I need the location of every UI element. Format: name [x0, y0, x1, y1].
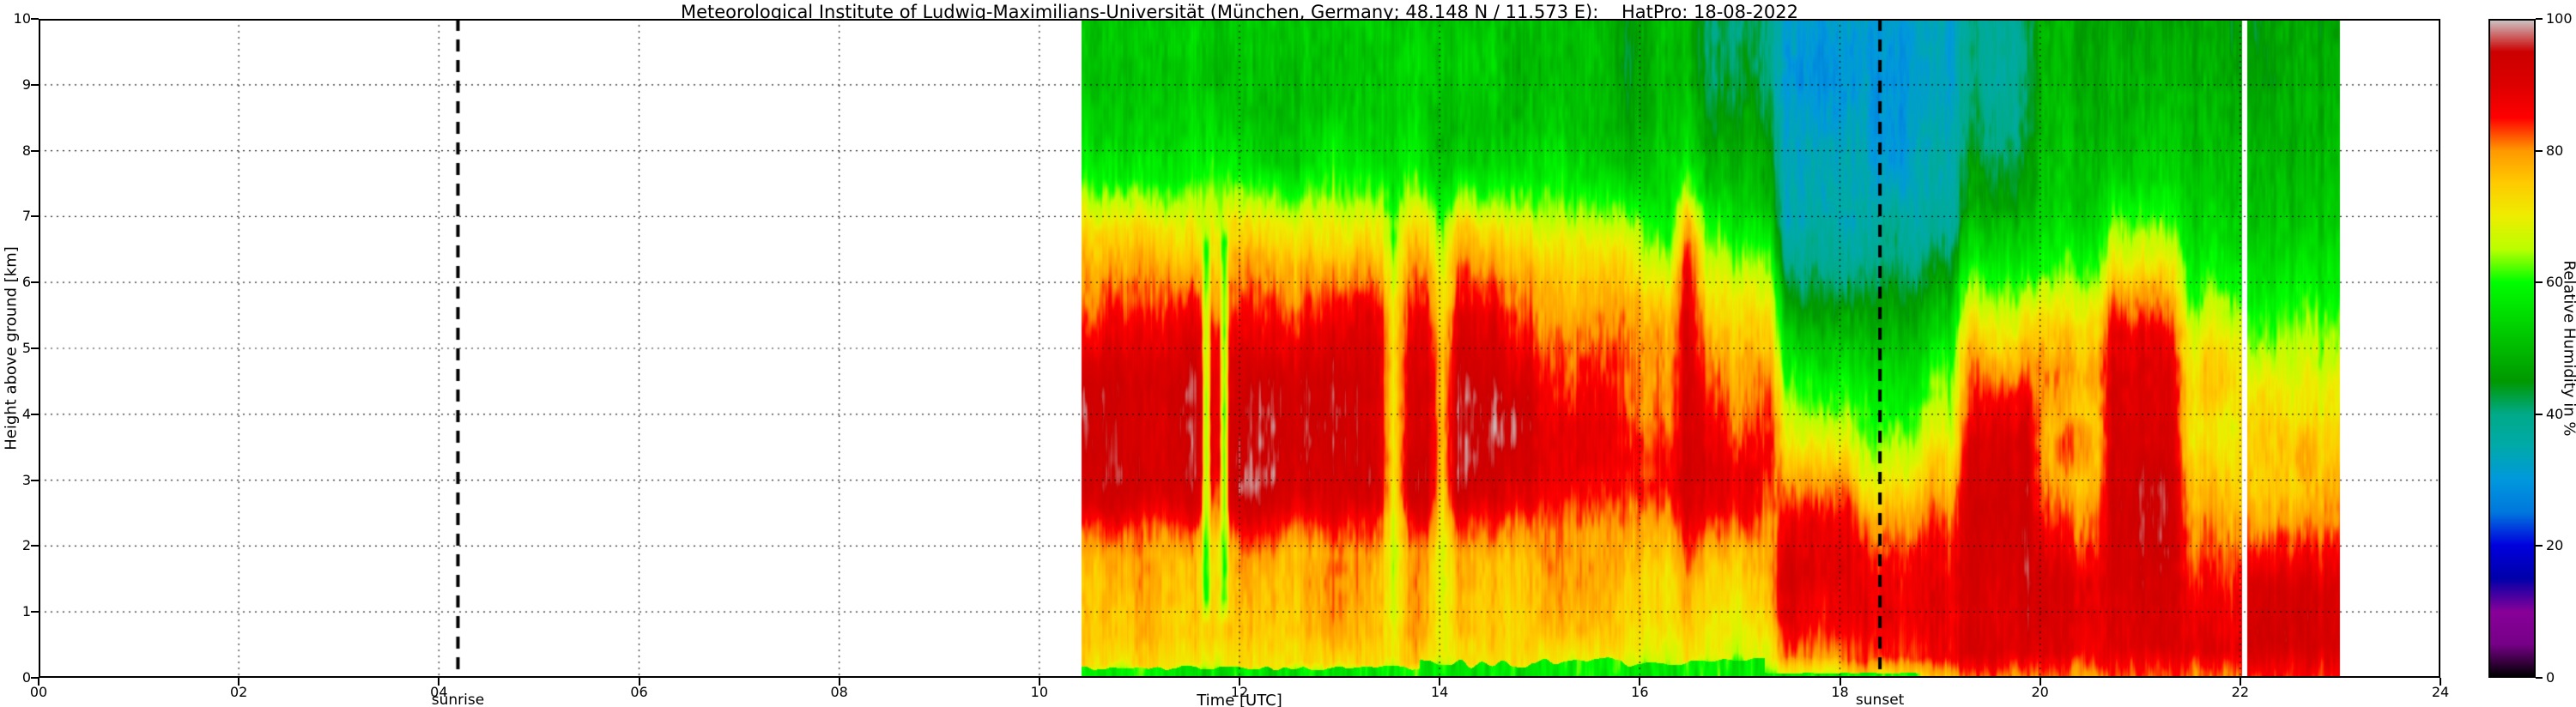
- x-tick-mark: [638, 678, 640, 686]
- x-tick-mark: [1038, 678, 1040, 686]
- y-tick-mark: [31, 545, 39, 547]
- colorbar-tick-label: 80: [2546, 142, 2564, 159]
- y-tick-label: 0: [21, 669, 31, 686]
- colorbar-tick-mark: [2536, 149, 2543, 152]
- x-tick-mark: [2239, 678, 2241, 686]
- colorbar-label: Relative Humidity in %: [2560, 260, 2576, 437]
- x-tick-label: 06: [630, 684, 648, 700]
- x-tick-label: 20: [2031, 684, 2049, 700]
- y-tick-mark: [31, 18, 39, 20]
- sunrise-label: sunrise: [431, 692, 485, 707]
- colorbar-tick-label: 60: [2546, 274, 2564, 291]
- y-tick-label: 2: [21, 537, 31, 554]
- y-tick-label: 5: [21, 340, 31, 356]
- colorbar-tick-label: 40: [2546, 405, 2564, 422]
- y-tick-mark: [31, 611, 39, 613]
- y-tick-mark: [31, 149, 39, 152]
- x-tick-mark: [2039, 678, 2041, 686]
- y-tick-label: 3: [21, 471, 31, 488]
- y-tick-mark: [31, 215, 39, 218]
- y-tick-mark: [31, 479, 39, 481]
- x-tick-mark: [1839, 678, 1841, 686]
- y-tick-label: 10: [13, 10, 31, 27]
- x-tick-mark: [438, 678, 440, 686]
- x-tick-mark: [1439, 678, 1441, 686]
- colorbar-tick-mark: [2536, 18, 2543, 20]
- y-tick-label: 8: [21, 142, 31, 159]
- x-tick-label: 18: [1831, 684, 1849, 700]
- x-tick-label: 22: [2231, 684, 2250, 700]
- x-tick-label: 16: [1631, 684, 1649, 700]
- x-tick-mark: [2440, 678, 2441, 686]
- sunset-label: sunset: [1855, 692, 1905, 707]
- y-tick-label: 6: [21, 274, 31, 291]
- x-tick-mark: [838, 678, 840, 686]
- x-tick-mark: [238, 678, 240, 686]
- colorbar-tick-label: 100: [2546, 10, 2573, 27]
- y-tick-mark: [31, 83, 39, 86]
- colorbar-canvas: [2488, 19, 2536, 678]
- colorbar-tick-mark: [2536, 677, 2543, 679]
- y-tick-mark: [31, 347, 39, 349]
- x-axis-label: Time [UTC]: [1197, 692, 1282, 707]
- x-tick-label: 02: [229, 684, 248, 700]
- x-tick-label: 24: [2431, 684, 2450, 700]
- x-tick-label: 00: [29, 684, 48, 700]
- x-tick-mark: [1239, 678, 1240, 686]
- x-tick-label: 12: [1230, 684, 1249, 700]
- x-tick-label: 08: [830, 684, 848, 700]
- x-tick-label: 04: [430, 684, 448, 700]
- colorbar-tick-label: 0: [2546, 669, 2555, 686]
- y-tick-mark: [31, 413, 39, 415]
- y-tick-label: 9: [21, 76, 31, 93]
- x-tick-mark: [38, 678, 39, 686]
- y-tick-label: 1: [21, 603, 31, 620]
- x-tick-label: 14: [1430, 684, 1449, 700]
- y-tick-label: 4: [21, 405, 31, 422]
- colorbar-tick-label: 20: [2546, 537, 2564, 554]
- colorbar-tick-mark: [2536, 281, 2543, 284]
- x-tick-label: 10: [1030, 684, 1049, 700]
- x-tick-mark: [1639, 678, 1641, 686]
- heatmap-canvas: [39, 19, 2440, 678]
- colorbar-tick-mark: [2536, 413, 2543, 415]
- y-tick-mark: [31, 677, 39, 679]
- y-tick-label: 7: [21, 208, 31, 225]
- colorbar-tick-mark: [2536, 545, 2543, 547]
- y-tick-mark: [31, 281, 39, 284]
